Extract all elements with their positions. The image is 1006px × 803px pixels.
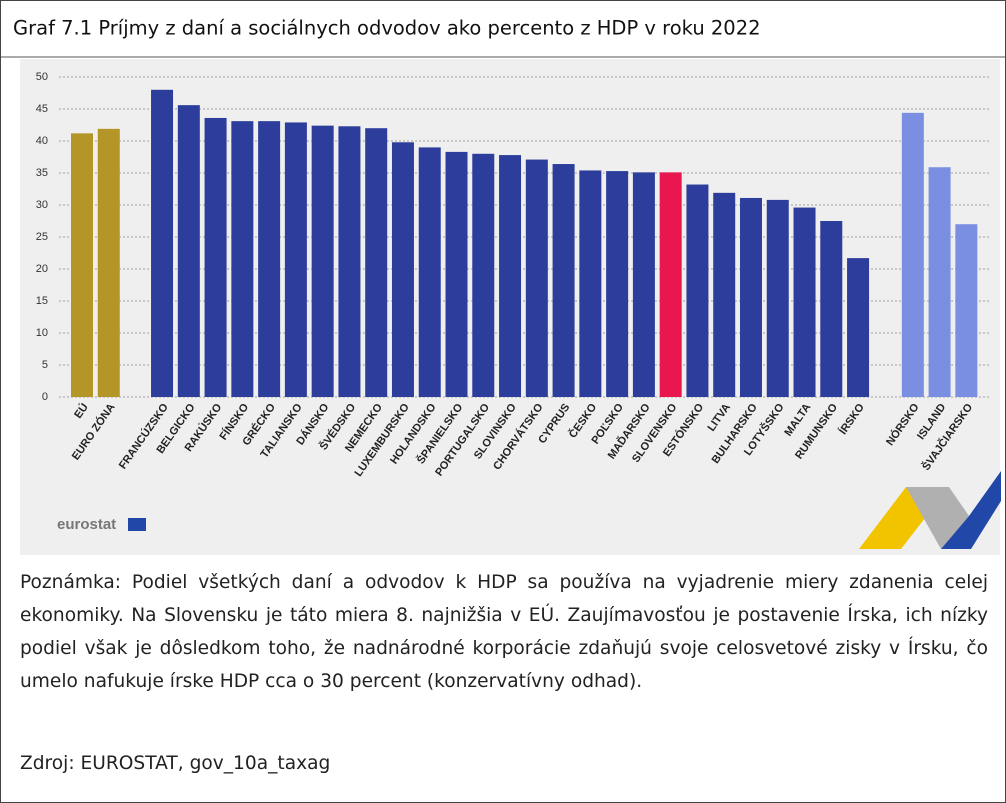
bar xyxy=(71,133,93,397)
y-tick-label: 15 xyxy=(36,295,48,307)
bar xyxy=(901,112,924,397)
bar xyxy=(445,151,468,397)
bar xyxy=(659,172,682,397)
y-tick-label: 25 xyxy=(36,231,48,243)
chart: Graf 7.1 Príjmy z daní a sociálnych odvo… xyxy=(1,17,1005,555)
bar xyxy=(713,192,736,397)
y-tick-label: 45 xyxy=(36,103,48,115)
bar xyxy=(955,224,978,397)
logo: eurostat xyxy=(57,516,116,533)
bar xyxy=(338,126,361,397)
bar xyxy=(686,184,709,397)
bar xyxy=(525,159,548,397)
bar xyxy=(365,128,388,397)
bar xyxy=(204,117,227,398)
y-tick-label: 20 xyxy=(36,263,48,275)
bar xyxy=(499,155,522,397)
bar xyxy=(258,121,281,397)
bar xyxy=(284,122,307,397)
source: Zdroj: EUROSTAT, gov_10a_taxag xyxy=(20,753,331,774)
logo-flag xyxy=(128,518,146,531)
bar xyxy=(97,128,120,397)
bar xyxy=(606,171,629,397)
bar xyxy=(820,221,843,397)
bar xyxy=(418,147,441,397)
bar xyxy=(177,105,200,397)
decor xyxy=(941,471,1001,549)
chart-title: Graf 7.1 Príjmy z daní a sociálnych odvo… xyxy=(13,17,761,40)
y-tick-label: 35 xyxy=(36,167,48,179)
bar xyxy=(231,121,254,397)
y-tick-label: 40 xyxy=(36,135,48,147)
decor xyxy=(906,487,969,549)
bar xyxy=(579,170,602,397)
bar xyxy=(847,258,870,397)
y-tick-label: 50 xyxy=(36,71,48,83)
bar xyxy=(739,197,762,397)
bar xyxy=(311,125,334,397)
bar xyxy=(766,199,789,397)
bar xyxy=(632,172,655,397)
bar xyxy=(472,153,495,397)
bar xyxy=(391,142,414,397)
bar xyxy=(928,167,951,397)
y-tick-label: 0 xyxy=(42,391,48,403)
note: Poznámka: Podiel všetkých daní a odvodov… xyxy=(20,572,988,692)
y-tick-label: 30 xyxy=(36,199,48,211)
y-tick-label: 10 xyxy=(36,327,48,339)
bar xyxy=(151,89,174,398)
bar xyxy=(552,164,575,397)
y-tick-label: 5 xyxy=(42,359,48,371)
bar xyxy=(793,207,816,397)
